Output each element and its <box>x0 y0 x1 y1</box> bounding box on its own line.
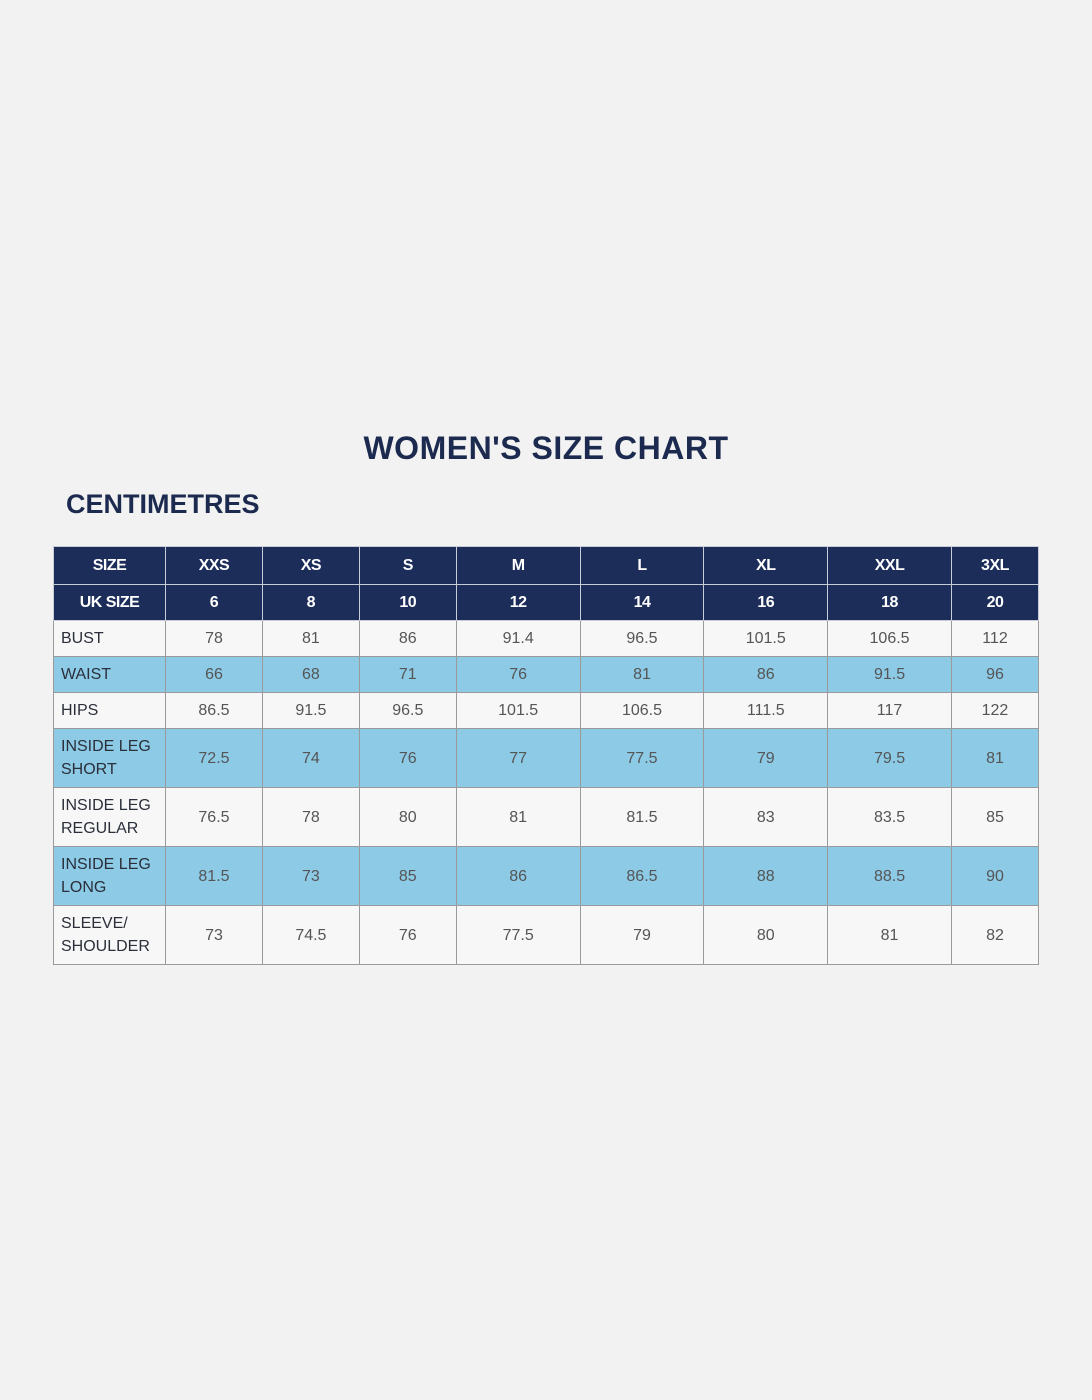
row-label: SLEEVE/ SHOULDER <box>53 905 166 965</box>
table-cell: 73 <box>261 846 360 906</box>
table-cell: 16 <box>703 584 829 621</box>
row-label: INSIDE LEG REGULAR <box>53 787 166 847</box>
table-cell: 71 <box>358 656 457 693</box>
table-cell: 85 <box>358 846 457 906</box>
table-row: HIPS 86.5 91.5 96.5 101.5 106.5 111.5 117 122 <box>53 692 1040 729</box>
table-cell: 77.5 <box>455 905 581 965</box>
table-cell: 101.5 <box>455 692 581 729</box>
table-cell: 76.5 <box>165 787 263 847</box>
row-label: SIZE <box>53 546 166 585</box>
table-cell: 68 <box>261 656 360 693</box>
table-cell: 86 <box>703 656 829 693</box>
table-cell: 81 <box>261 620 360 657</box>
table-row: INSIDE LEG SHORT 72.5 74 76 77 77.5 79 79.5 81 <box>53 728 1040 788</box>
row-label: BUST <box>53 620 166 657</box>
table-cell: 66 <box>165 656 263 693</box>
table-cell: 3XL <box>950 546 1040 585</box>
row-label: INSIDE LEG SHORT <box>53 728 166 788</box>
table-cell: 77 <box>455 728 581 788</box>
table-cell: 72.5 <box>165 728 263 788</box>
table-cell: XXL <box>827 546 952 585</box>
table-cell: 20 <box>950 584 1040 621</box>
table-cell: 83.5 <box>827 787 952 847</box>
table-cell: 101.5 <box>703 620 829 657</box>
table-cell: 76 <box>455 656 581 693</box>
table-cell: 81 <box>455 787 581 847</box>
table-cell: 81 <box>579 656 705 693</box>
table-cell: 106.5 <box>579 692 705 729</box>
table-cell: 80 <box>358 787 457 847</box>
table-cell: 77.5 <box>579 728 705 788</box>
table-row: UK SIZE 6 8 10 12 14 16 18 20 <box>53 584 1040 621</box>
size-table: SIZE XXS XS S M L XL XXL 3XL UK SIZE 6 8 10 12 14 16 18 2… <box>53 546 1040 965</box>
table-cell: 86.5 <box>165 692 263 729</box>
table-cell: 80 <box>703 905 829 965</box>
table-cell: 12 <box>455 584 581 621</box>
table-cell: 85 <box>950 787 1040 847</box>
subtitle: CENTIMETRES <box>66 489 260 519</box>
table-row: INSIDE LEG LONG 81.5 73 85 86 86.5 88 88.5 90 <box>53 846 1040 906</box>
table-cell: 73 <box>165 905 263 965</box>
table-cell: 86 <box>455 846 581 906</box>
table-row: SLEEVE/ SHOULDER 73 74.5 76 77.5 79 80 81 82 <box>53 905 1040 965</box>
table-cell: 96.5 <box>358 692 457 729</box>
table-cell: 10 <box>358 584 457 621</box>
table-cell: M <box>455 546 581 585</box>
table-cell: S <box>358 546 457 585</box>
title: WOMEN'S SIZE CHART <box>363 430 729 466</box>
table-cell: 117 <box>827 692 952 729</box>
table-cell: 91.5 <box>827 656 952 693</box>
table-cell: 81 <box>827 905 952 965</box>
table-cell: XS <box>261 546 360 585</box>
table-cell: 90 <box>950 846 1040 906</box>
table-cell: 81.5 <box>165 846 263 906</box>
table-cell: 82 <box>950 905 1040 965</box>
table-cell: 18 <box>827 584 952 621</box>
table-cell: 74.5 <box>261 905 360 965</box>
table-cell: 79 <box>579 905 705 965</box>
table-cell: 79 <box>703 728 829 788</box>
row-label: UK SIZE <box>53 584 166 621</box>
table-cell: 112 <box>950 620 1040 657</box>
table-cell: 96.5 <box>579 620 705 657</box>
table-cell: 111.5 <box>703 692 829 729</box>
row-label: INSIDE LEG LONG <box>53 846 166 906</box>
table-cell: 78 <box>165 620 263 657</box>
table-cell: 83 <box>703 787 829 847</box>
table-cell: 6 <box>165 584 263 621</box>
table-cell: 122 <box>950 692 1040 729</box>
table-cell: 81.5 <box>579 787 705 847</box>
table-cell: 8 <box>261 584 360 621</box>
table-cell: L <box>579 546 705 585</box>
table-cell: 96 <box>950 656 1040 693</box>
table-cell: XXS <box>165 546 263 585</box>
table-row: BUST 78 81 86 91.4 96.5 101.5 106.5 112 <box>53 620 1040 657</box>
row-label: WAIST <box>53 656 166 693</box>
table-cell: XL <box>703 546 829 585</box>
table-cell: 81 <box>950 728 1040 788</box>
table-cell: 76 <box>358 728 457 788</box>
table-cell: 91.5 <box>261 692 360 729</box>
table-row: SIZE XXS XS S M L XL XXL 3XL <box>53 546 1040 585</box>
table-cell: 79.5 <box>827 728 952 788</box>
table-cell: 76 <box>358 905 457 965</box>
table-cell: 14 <box>579 584 705 621</box>
table-cell: 74 <box>261 728 360 788</box>
table-cell: 106.5 <box>827 620 952 657</box>
table-cell: 88.5 <box>827 846 952 906</box>
table-cell: 78 <box>261 787 360 847</box>
table-cell: 86.5 <box>579 846 705 906</box>
table-row: INSIDE LEG REGULAR 76.5 78 80 81 81.5 83 83.5 85 <box>53 787 1040 847</box>
table-cell: 91.4 <box>455 620 581 657</box>
table-cell: 88 <box>703 846 829 906</box>
table-cell: 86 <box>358 620 457 657</box>
table-row: WAIST 66 68 71 76 81 86 91.5 96 <box>53 656 1040 693</box>
row-label: HIPS <box>53 692 166 729</box>
